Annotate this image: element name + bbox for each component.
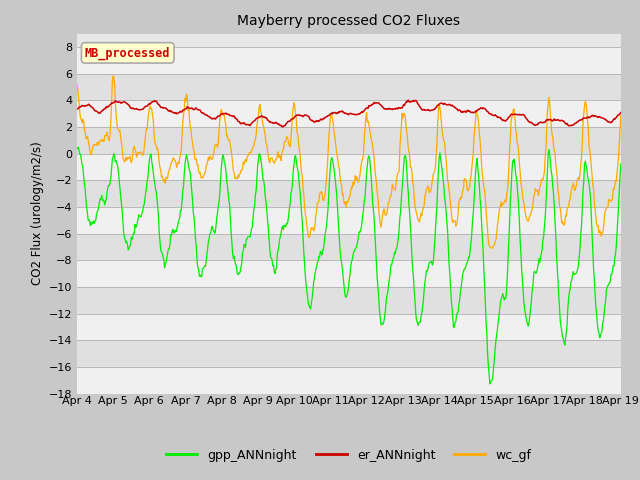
Text: MB_processed: MB_processed [85,46,170,60]
Bar [77,100,621,127]
Bar [77,313,621,340]
Bar [77,340,621,367]
Bar [77,47,621,73]
Title: Mayberry processed CO2 Fluxes: Mayberry processed CO2 Fluxes [237,14,460,28]
Bar [77,154,621,180]
Y-axis label: CO2 Flux (urology/m2/s): CO2 Flux (urology/m2/s) [31,142,44,286]
Bar [77,180,621,207]
Bar [77,367,621,394]
Bar [77,234,621,260]
Legend: gpp_ANNnight, er_ANNnight, wc_gf: gpp_ANNnight, er_ANNnight, wc_gf [161,444,536,467]
Bar [77,127,621,154]
Bar [77,73,621,100]
Bar [77,287,621,313]
Bar [77,260,621,287]
Bar [77,207,621,234]
